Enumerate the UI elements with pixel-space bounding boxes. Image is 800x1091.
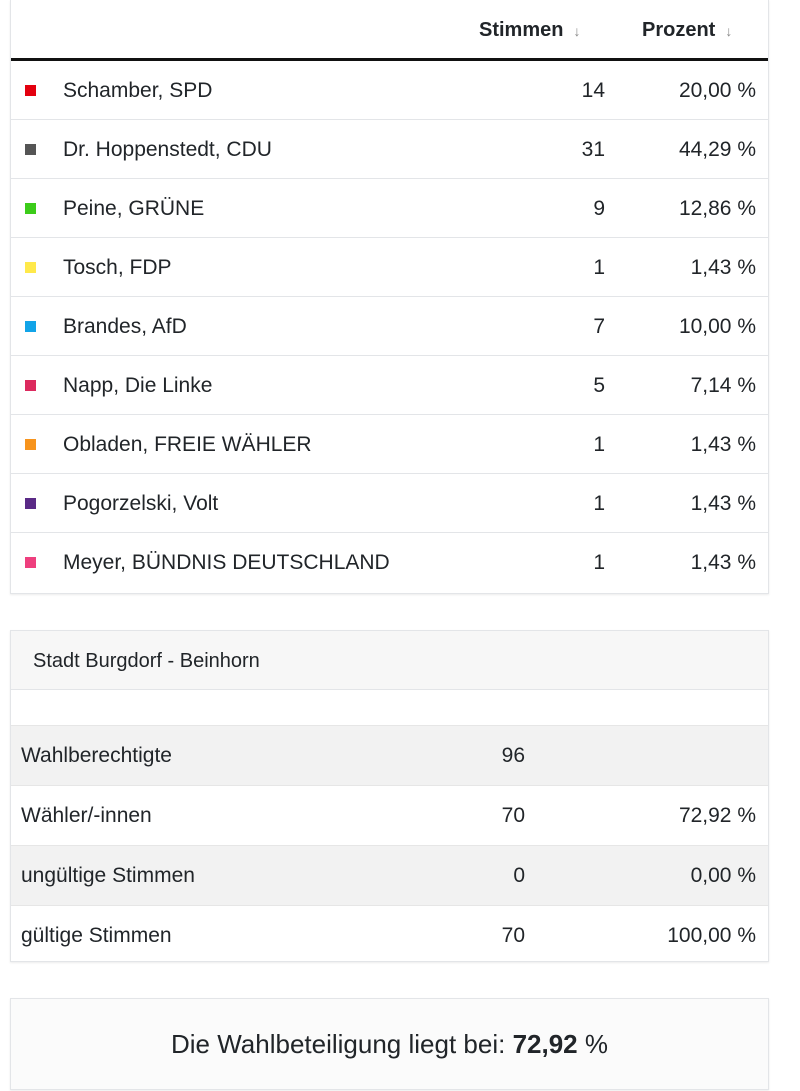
party-color-swatch-icon [25,262,36,273]
summary-row: Wahlberechtigte 96 [11,725,768,785]
votes-count: 1 [593,433,605,456]
table-row: Schamber, SPD 14 20,00 % [11,61,768,120]
blank-row [11,690,768,725]
summary-label: Wahlberechtigte [21,744,172,767]
party-color-swatch-icon [25,203,36,214]
summary-value: 0 [513,864,525,887]
summary-label: gültige Stimmen [21,924,172,947]
table-row: Tosch, FDP 1 1,43 % [11,238,768,297]
summary-value: 70 [501,924,525,947]
votes-percent: 44,29 % [678,138,756,161]
turnout-unit: % [584,1029,608,1059]
turnout-label: Die Wahlbeteiligung liegt bei: [170,1029,506,1059]
votes-percent: 1,43 % [690,492,756,515]
votes-percent: 12,86 % [678,197,756,220]
party-color-swatch-icon [25,144,36,155]
votes-percent: 10,00 % [678,315,756,338]
table-header: Stimmen ↓ Prozent ↓ [11,0,768,61]
turnout-card: Die Wahlbeteiligung liegt bei: 72,92 % [10,998,769,1090]
table-row: Napp, Die Linke 5 7,14 % [11,356,768,415]
candidate-name: Obladen, FREIE WÄHLER [63,433,312,456]
results-table: Stimmen ↓ Prozent ↓ Schamber, SPD 14 20,00… [10,0,769,594]
candidate-name: Tosch, FDP [63,256,172,279]
votes-count: 1 [593,551,605,574]
table-row: Obladen, FREIE WÄHLER 1 1,43 % [11,415,768,474]
summary-label: Wähler/-innen [21,804,152,827]
summary-value: 70 [501,804,525,827]
votes-count: 14 [581,79,605,102]
party-color-swatch-icon [25,380,36,391]
party-color-swatch-icon [25,498,36,509]
summary-row: ungültige Stimmen 0 0,00 % [11,845,768,905]
turnout-value: 72,92 [512,1029,578,1059]
votes-count: 5 [593,374,605,397]
votes-percent: 1,43 % [690,256,756,279]
summary-percent: 0,00 % [690,864,756,887]
candidate-name: Peine, GRÜNE [63,197,205,220]
summary-percent: 100,00 % [667,924,756,947]
candidate-name: Brandes, AfD [63,315,187,338]
candidate-name: Napp, Die Linke [63,374,213,397]
votes-count: 1 [593,256,605,279]
summary-row: Wähler/-innen 70 72,92 % [11,785,768,845]
votes-count: 1 [593,492,605,515]
votes-percent: 7,14 % [690,374,756,397]
summary-percent: 72,92 % [678,804,756,827]
table-row: Meyer, BÜNDNIS DEUTSCHLAND 1 1,43 % [11,533,768,591]
party-color-swatch-icon [25,439,36,450]
candidate-name: Pogorzelski, Volt [63,492,219,515]
votes-percent: 1,43 % [690,551,756,574]
votes-header-label: Stimmen [479,19,564,41]
candidate-name: Meyer, BÜNDNIS DEUTSCHLAND [63,551,390,574]
candidate-name: Schamber, SPD [63,79,213,102]
sort-votes-header[interactable]: Stimmen ↓ [479,19,580,42]
summary-header: Stadt Burgdorf - Beinhorn [11,631,768,690]
votes-count: 31 [581,138,605,161]
party-color-swatch-icon [25,557,36,568]
summary-label: ungültige Stimmen [21,864,195,887]
summary-row: gültige Stimmen 70 100,00 % [11,905,768,965]
table-row: Peine, GRÜNE 9 12,86 % [11,179,768,238]
votes-count: 9 [593,197,605,220]
percent-header-label: Prozent [642,19,716,41]
district-title: Stadt Burgdorf - Beinhorn [33,650,260,672]
votes-percent: 20,00 % [678,79,756,102]
sort-percent-header[interactable]: Prozent ↓ [642,19,732,42]
candidate-name: Dr. Hoppenstedt, CDU [63,138,272,161]
table-row: Dr. Hoppenstedt, CDU 31 44,29 % [11,120,768,179]
sort-arrow-icon: ↓ [725,23,733,39]
party-color-swatch-icon [25,321,36,332]
party-color-swatch-icon [25,85,36,96]
summary-value: 96 [501,744,525,767]
table-row: Brandes, AfD 7 10,00 % [11,297,768,356]
votes-percent: 1,43 % [690,433,756,456]
summary-card: Stadt Burgdorf - Beinhorn Wahlberechtigt… [10,630,769,962]
votes-count: 7 [593,315,605,338]
table-row: Pogorzelski, Volt 1 1,43 % [11,474,768,533]
sort-arrow-icon: ↓ [573,23,581,39]
